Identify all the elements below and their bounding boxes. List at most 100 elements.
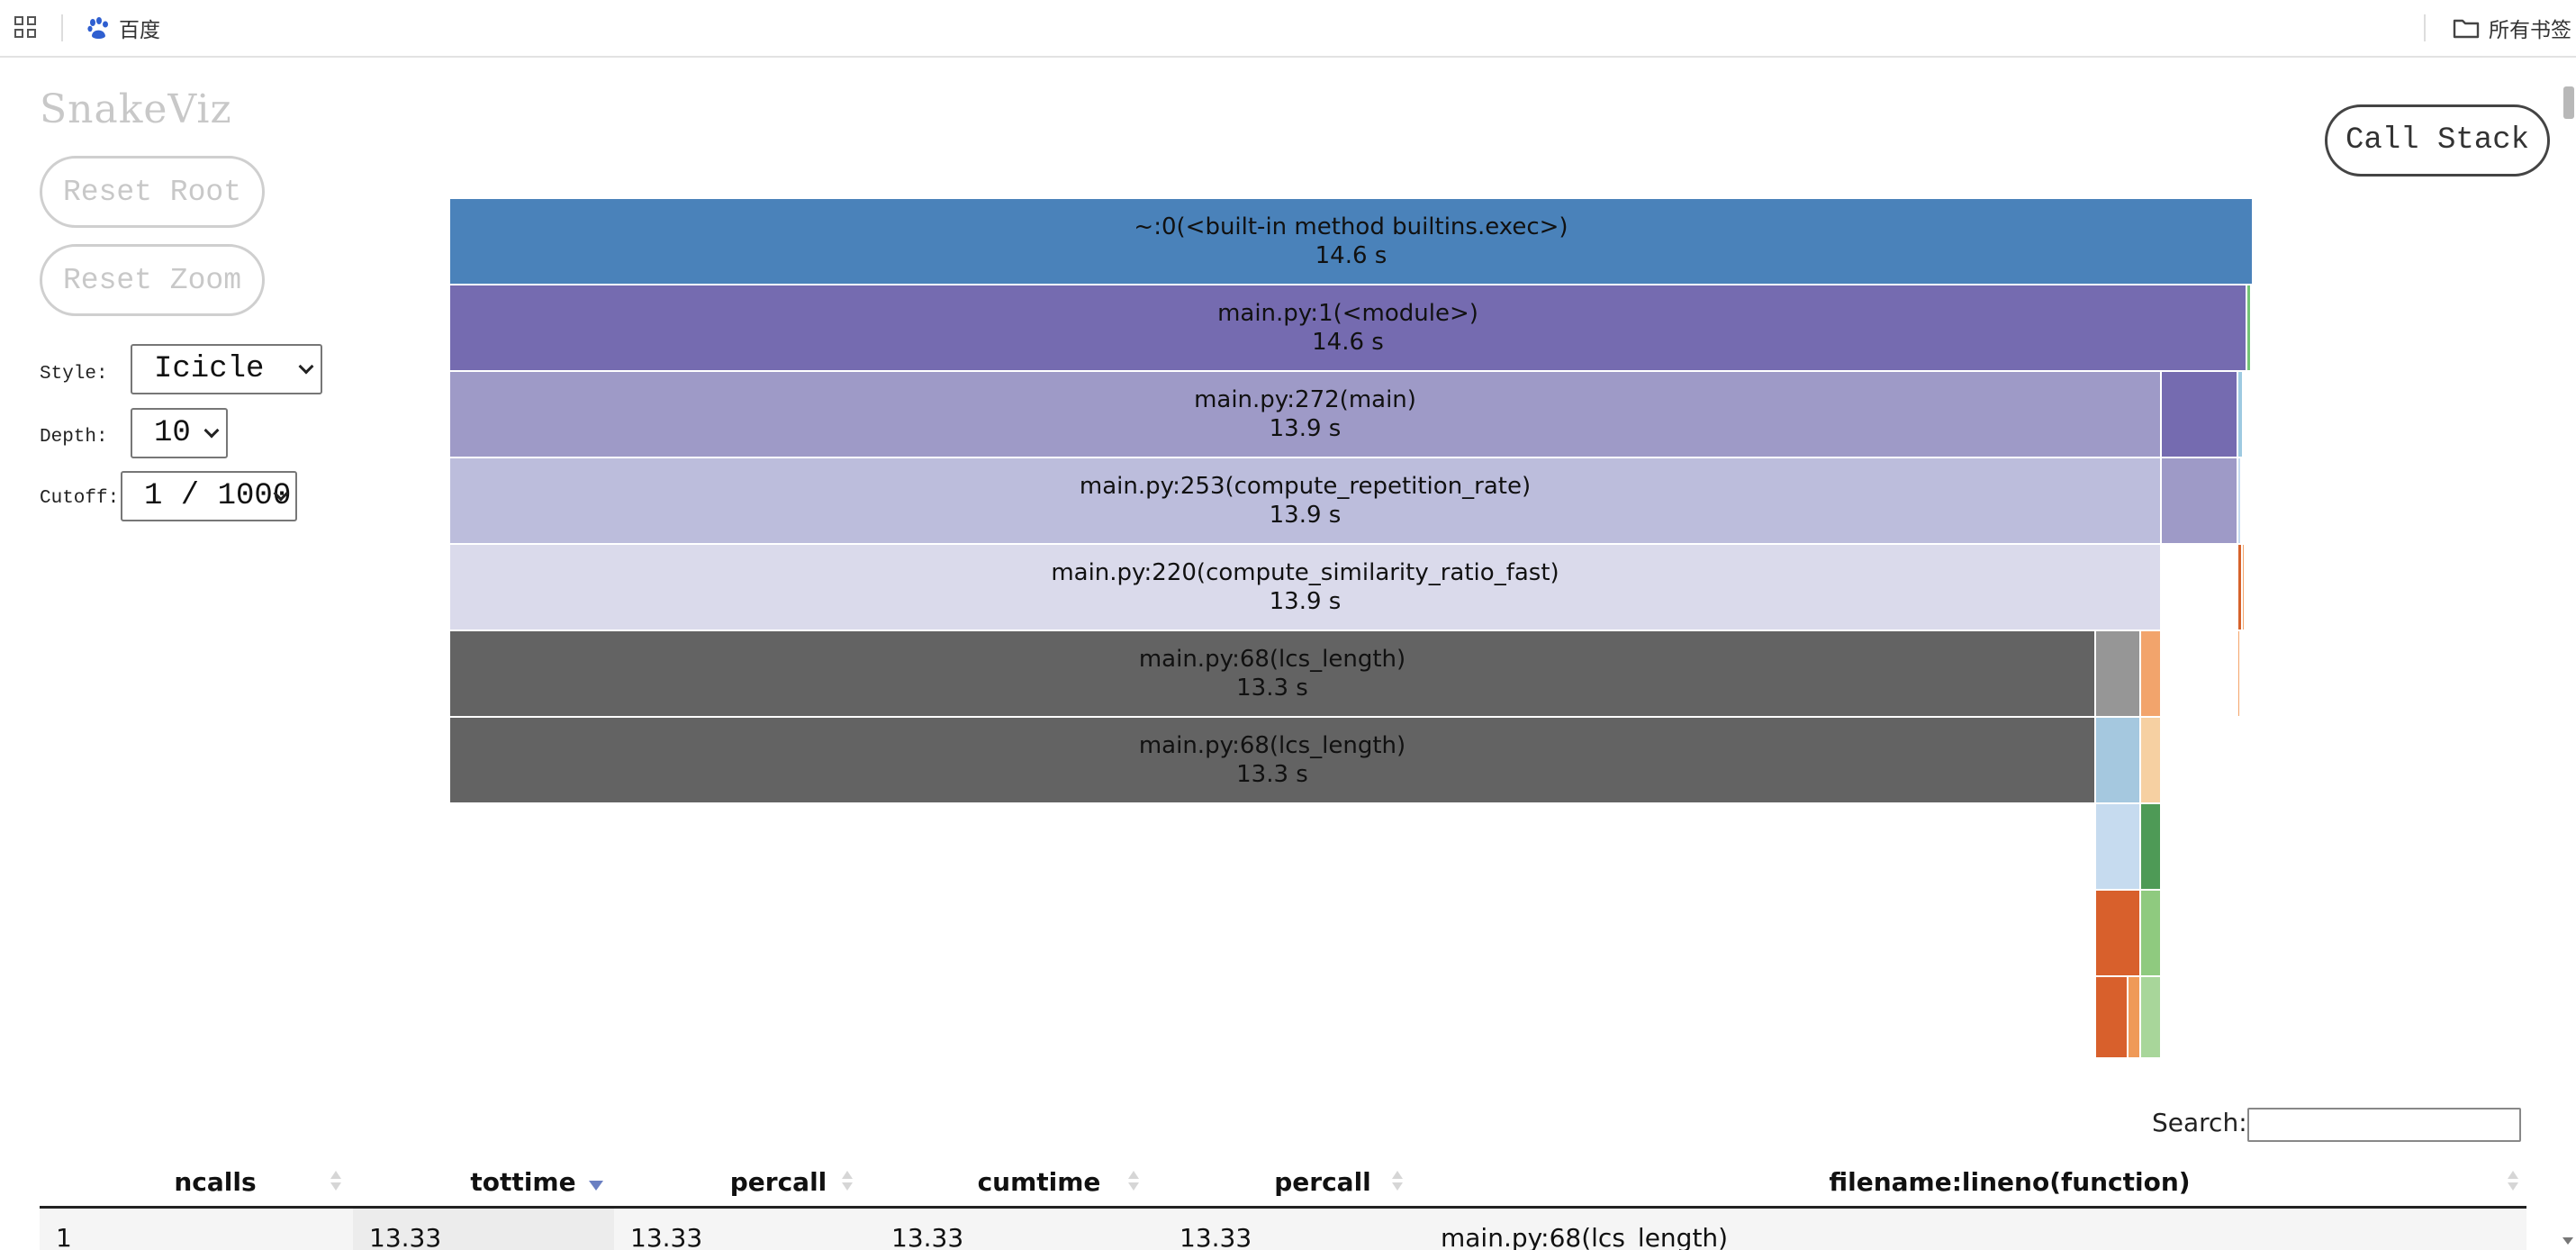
column-header-percall-2[interactable]: percall	[1174, 1155, 1471, 1209]
sort-arrows-icon[interactable]	[330, 1171, 341, 1192]
depth-select-value: 10	[154, 416, 191, 450]
icicle-node-time: 13.3 s	[1236, 675, 1308, 702]
bookmark-all-bookmarks[interactable]: 所有书签	[2453, 0, 2571, 56]
icicle-node-label: main.py:220(compute_similarity_ratio_fas…	[1051, 559, 1559, 586]
scroll-down-arrow-icon[interactable]	[2562, 1237, 2573, 1245]
chevron-down-icon	[298, 358, 314, 375]
icicle-node-time: 13.9 s	[1269, 588, 1342, 615]
icicle-node[interactable]: main.py:1(<module>) 14.6 s	[450, 285, 2247, 372]
cell-percall: 13.33	[630, 1223, 703, 1250]
reset-root-button[interactable]: Reset Root	[40, 156, 265, 228]
style-label: Style:	[40, 364, 108, 385]
icicle-node-label: main.py:272(main)	[1194, 386, 1416, 413]
icicle-node[interactable]	[2141, 718, 2162, 804]
scrollbar-thumb[interactable]	[2563, 86, 2574, 119]
icicle-node[interactable]	[2238, 545, 2243, 631]
column-header-label: tottime	[470, 1166, 576, 1197]
icicle-node[interactable]: main.py:272(main) 13.9 s	[450, 372, 2162, 458]
column-header-tottime[interactable]: tottime	[352, 1155, 694, 1209]
icicle-node-time: 14.6 s	[1315, 242, 1387, 269]
icicle-node-label: main.py:68(lcs_length)	[1138, 646, 1406, 673]
icicle-node[interactable]	[2238, 718, 2240, 804]
reset-zoom-button[interactable]: Reset Zoom	[40, 244, 265, 316]
icicle-node-label: main.py:68(lcs_length)	[1138, 732, 1406, 759]
icicle-node-time: 13.3 s	[1236, 761, 1308, 788]
cell-tottime: 13.33	[353, 1209, 614, 1250]
icicle-node[interactable]	[2141, 891, 2162, 977]
icicle-node-time: 13.9 s	[1269, 502, 1342, 529]
icicle-node[interactable]	[2162, 458, 2238, 545]
sort-arrows-icon[interactable]	[842, 1171, 853, 1192]
icicle-node[interactable]: ~:0(<built-in method builtins.exec>) 14.…	[450, 199, 2254, 285]
column-header-label: ncalls	[174, 1166, 257, 1197]
table-row[interactable]: 1 13.33 13.33 13.33 13.33 main.py:68(lcs…	[40, 1209, 2526, 1250]
icicle-node[interactable]	[2096, 804, 2141, 891]
icicle-node[interactable]	[2238, 631, 2241, 718]
icicle-node[interactable]	[2141, 977, 2162, 1059]
column-header-percall[interactable]: percall	[654, 1155, 903, 1209]
depth-select[interactable]: 10	[131, 408, 228, 458]
cell-ncalls: 1	[56, 1223, 72, 1250]
depth-label: Depth:	[40, 427, 108, 448]
icicle-node[interactable]	[2162, 372, 2238, 458]
sort-descending-icon[interactable]	[589, 1171, 603, 1192]
icicle-node[interactable]	[2096, 718, 2141, 804]
style-select[interactable]: Icicle	[131, 344, 322, 394]
icicle-node[interactable]	[2129, 977, 2141, 1059]
icicle-node-time: 14.6 s	[1312, 329, 1384, 356]
search-label: Search:	[2152, 1108, 2247, 1137]
table-header: ncalls tottime percall cumtime percall f…	[40, 1155, 2526, 1209]
icicle-node[interactable]	[2243, 545, 2246, 631]
icicle-node-label: main.py:253(compute_repetition_rate)	[1079, 473, 1532, 500]
icicle-node[interactable]	[2141, 804, 2162, 891]
sort-arrows-icon[interactable]	[1128, 1171, 1139, 1192]
sort-arrows-icon[interactable]	[2508, 1171, 2518, 1192]
cutoff-label: Cutoff:	[40, 488, 120, 509]
cutoff-select[interactable]: 1 / 1000	[121, 471, 297, 521]
folder-icon	[2453, 19, 2480, 39]
column-header-label: percall	[1274, 1166, 1371, 1197]
bookmark-baidu[interactable]: 百度	[86, 0, 160, 56]
page-scrollbar[interactable]	[2562, 58, 2576, 1250]
column-header-label: cumtime	[977, 1166, 1101, 1197]
icicle-node-time: 13.9 s	[1269, 415, 1342, 442]
baidu-paw-icon	[87, 17, 108, 39]
icicle-node[interactable]	[2238, 891, 2240, 977]
column-header-cumtime[interactable]: cumtime	[877, 1155, 1201, 1209]
icicle-node-label: ~:0(<built-in method builtins.exec>)	[1134, 213, 1568, 240]
apps-grid-icon[interactable]	[14, 16, 38, 40]
icicle-chart: ~:0(<built-in method builtins.exec>) 14.…	[450, 199, 2254, 1059]
icicle-node[interactable]	[2238, 458, 2242, 545]
icicle-node[interactable]: main.py:253(compute_repetition_rate) 13.…	[450, 458, 2162, 545]
chevron-down-icon	[203, 422, 220, 439]
bookmark-baidu-label: 百度	[119, 19, 160, 42]
column-header-filename[interactable]: filename:lineno(function)	[1433, 1155, 2576, 1209]
icicle-node[interactable]	[2247, 285, 2252, 372]
icicle-node[interactable]	[2096, 631, 2141, 718]
bookmark-divider	[61, 14, 63, 41]
icicle-node[interactable]	[2238, 804, 2240, 891]
icicle-node-label: main.py:1(<module>)	[1217, 300, 1478, 327]
stats-table: ncalls tottime percall cumtime percall f…	[40, 1155, 2526, 1250]
cell-cumtime: 13.33	[891, 1223, 964, 1250]
icicle-node[interactable]	[2096, 891, 2141, 977]
icicle-node[interactable]: main.py:68(lcs_length) 13.3 s	[450, 631, 2096, 718]
icicle-node[interactable]: main.py:220(compute_similarity_ratio_fas…	[450, 545, 2162, 631]
cell-percall-2: 13.33	[1180, 1223, 1252, 1250]
sort-arrows-icon[interactable]	[1392, 1171, 1403, 1192]
column-header-ncalls[interactable]: ncalls	[40, 1155, 391, 1209]
snakeviz-logo: SnakeViz	[40, 86, 232, 132]
icicle-node[interactable]: main.py:68(lcs_length) 13.3 s	[450, 718, 2096, 804]
bookmark-all-label: 所有书签	[2489, 19, 2571, 42]
column-header-label: filename:lineno(function)	[1829, 1166, 2191, 1197]
icicle-node[interactable]	[2096, 977, 2129, 1059]
search-input[interactable]	[2247, 1108, 2521, 1142]
icicle-node[interactable]	[2238, 372, 2244, 458]
column-header-label: percall	[729, 1166, 827, 1197]
call-stack-button[interactable]: Call Stack	[2325, 104, 2550, 177]
bookmark-bar: 百度 所有书签	[0, 0, 2576, 58]
style-select-value: Icicle	[154, 352, 265, 386]
cell-filename: main.py:68(lcs_length)	[1441, 1223, 1729, 1250]
icicle-node[interactable]	[2141, 631, 2162, 718]
cutoff-select-value: 1 / 1000	[144, 479, 292, 513]
